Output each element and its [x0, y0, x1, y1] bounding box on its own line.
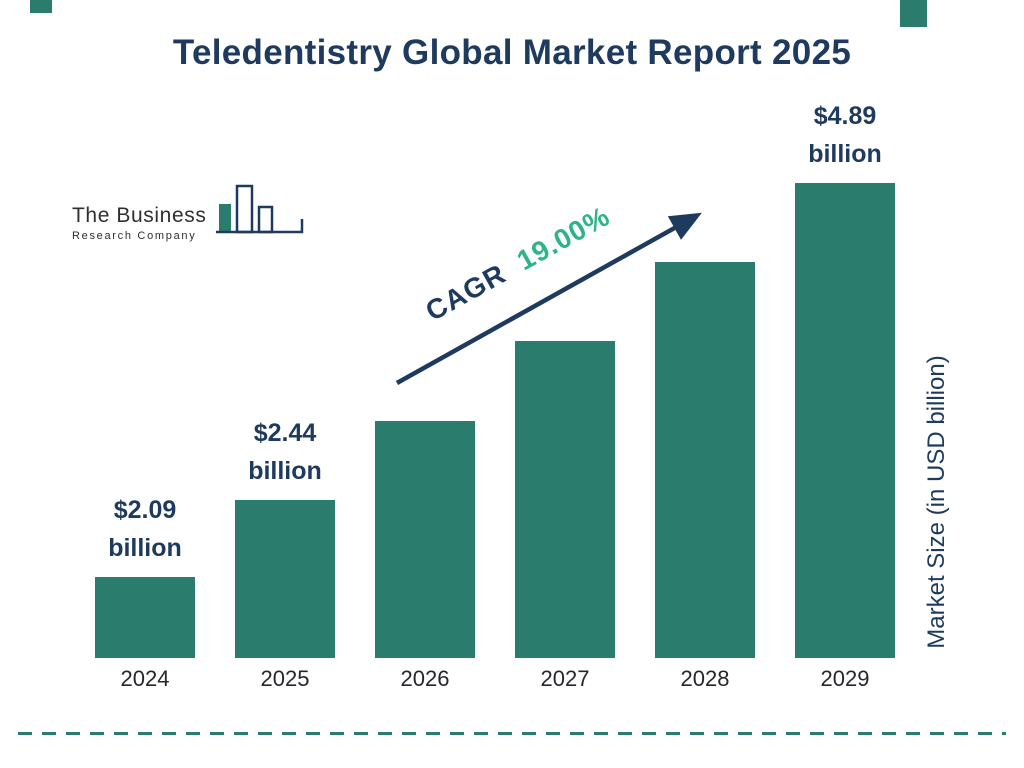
bar-2024 — [95, 577, 195, 658]
bar-value-label-2025: $2.44 billion — [248, 414, 322, 490]
bar-value-label-2024: $2.09 billion — [108, 491, 182, 567]
bar-column-2025: $2.44 billion — [235, 414, 335, 658]
bar-value-amount: $2.09 — [113, 496, 177, 524]
y-axis-label: Market Size (in USD billion) — [923, 355, 950, 649]
bar-2025 — [235, 500, 335, 658]
bar-value-unit: billion — [248, 457, 322, 485]
x-tick-2027: 2027 — [540, 666, 590, 691]
bar-value-unit: billion — [808, 140, 882, 168]
bar-value-amount: $2.44 — [253, 419, 317, 447]
x-tick-2024: 2024 — [120, 666, 170, 691]
x-tick-2029: 2029 — [820, 666, 870, 691]
corner-accent-top-left — [30, 0, 52, 13]
bottom-dashed-divider — [18, 732, 1006, 735]
x-tick-2026: 2026 — [400, 666, 450, 691]
page-title: Teledentistry Global Market Report 2025 — [172, 33, 852, 72]
bar-column-2027 — [515, 341, 615, 658]
bar-column-2028 — [655, 262, 755, 658]
bar-chart: $2.09 billion $2.44 billion $4.89 billio… — [95, 97, 895, 658]
bar-value-unit: billion — [108, 534, 182, 562]
bar-column-2026 — [375, 421, 475, 658]
bar-2029 — [795, 183, 895, 658]
x-tick-2025: 2025 — [260, 666, 310, 691]
bar-column-2024: $2.09 billion — [95, 491, 195, 658]
bar-2026 — [375, 421, 475, 658]
bar-2028 — [655, 262, 755, 658]
corner-accent-top-right — [900, 0, 927, 27]
bar-column-2029: $4.89 billion — [795, 97, 895, 658]
bar-chart-logo-icon — [216, 184, 304, 234]
x-tick-2028: 2028 — [680, 666, 730, 691]
logo-name: The Business — [72, 204, 207, 227]
x-axis-labels: 2024 2025 2026 2027 2028 2029 — [95, 666, 895, 692]
bar-value-label-2029: $4.89 billion — [808, 97, 882, 173]
logo-subname: Research Company — [72, 230, 197, 242]
logo-text: The Business Research Company — [72, 204, 206, 242]
bar-2027 — [515, 341, 615, 658]
cagr-arrow — [395, 212, 702, 385]
bar-value-amount: $4.89 — [813, 102, 877, 130]
logo: The Business Research Company — [72, 182, 306, 242]
